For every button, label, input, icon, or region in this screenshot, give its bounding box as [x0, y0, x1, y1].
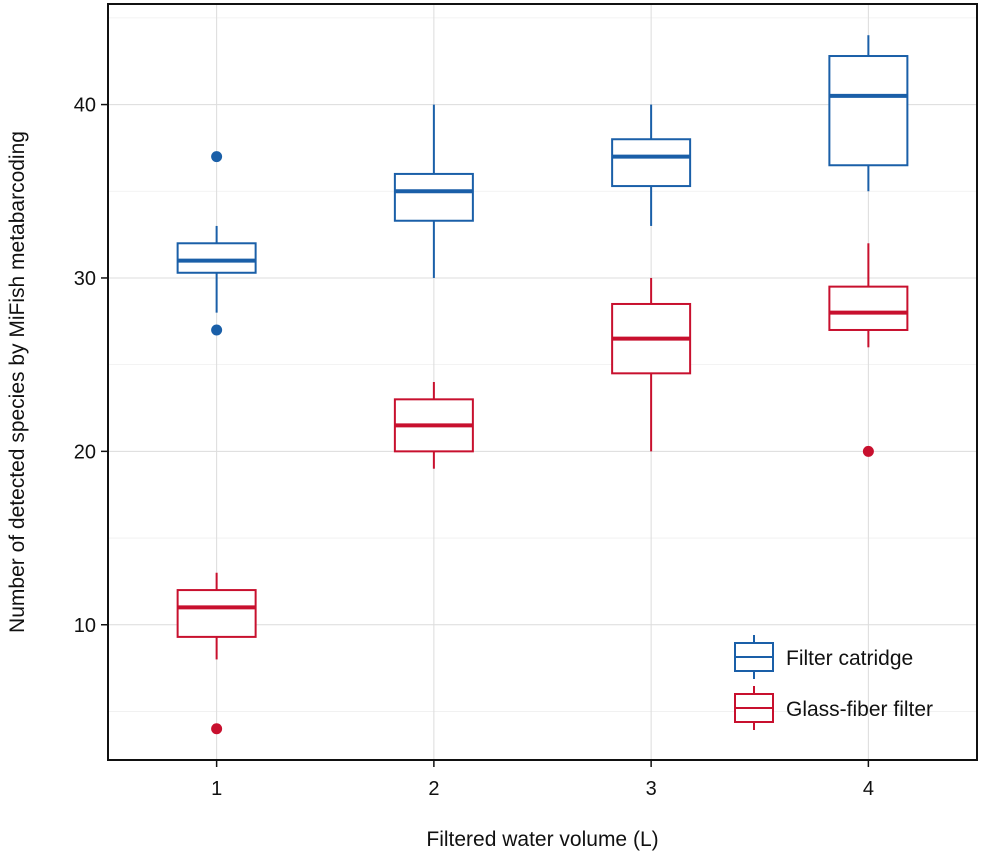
plot-frame — [107, 3, 978, 761]
box-filter-catridge-1 — [176, 151, 257, 336]
series-filter-catridge — [176, 35, 909, 336]
legend-item-filter-catridge: Filter catridge — [734, 635, 913, 679]
legend-label-filter-catridge: Filter catridge — [786, 647, 913, 670]
y-axis-title: Number of detected species by MiFish met… — [6, 131, 29, 633]
legend: Filter catridge Glass-fiber filter — [734, 635, 933, 730]
y-tick-label: 20 — [74, 441, 96, 463]
x-tick-label: 1 — [211, 778, 222, 800]
outlier-point — [211, 723, 223, 735]
outlier-point — [211, 151, 223, 163]
box-filter-catridge-3 — [611, 104, 692, 226]
series-glass-fiber-filter — [176, 243, 909, 735]
box-filter-catridge-2 — [393, 104, 474, 278]
box-glass-fiber-filter-3 — [611, 277, 692, 452]
outlier-point — [211, 324, 223, 336]
x-tick-label: 2 — [428, 778, 439, 800]
x-tick-label: 4 — [863, 778, 874, 800]
legend-key-filter-catridge — [734, 635, 774, 679]
box-iqr — [176, 589, 257, 638]
y-tick-label: 40 — [74, 95, 96, 117]
box-glass-fiber-filter-1 — [176, 572, 257, 735]
box-glass-fiber-filter-4 — [828, 243, 909, 457]
box-series-layer — [176, 35, 909, 735]
outlier-point — [862, 445, 874, 457]
box-iqr — [828, 285, 909, 331]
x-tick-label: 3 — [646, 778, 657, 800]
box-iqr — [393, 172, 474, 222]
box-iqr — [611, 138, 692, 188]
legend-label-glass-fiber-filter: Glass-fiber filter — [786, 698, 933, 721]
y-tick-label: 30 — [74, 268, 96, 290]
legend-key-glass-fiber-filter — [734, 686, 774, 730]
y-tick-label: 10 — [74, 615, 96, 637]
legend-item-glass-fiber-filter: Glass-fiber filter — [734, 686, 933, 730]
box-iqr — [828, 55, 909, 167]
box-iqr — [176, 242, 257, 274]
box-filter-catridge-4 — [828, 35, 909, 192]
axis-ticks: 10 20 30 40 1 2 3 4 — [74, 95, 874, 800]
box-glass-fiber-filter-2 — [393, 382, 474, 469]
x-axis-title: Filtered water volume (L) — [426, 828, 658, 851]
